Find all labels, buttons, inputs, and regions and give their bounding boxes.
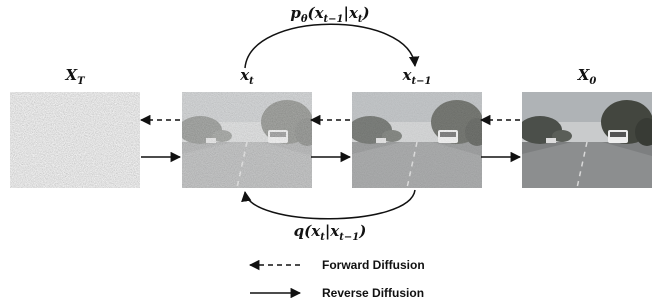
reverse-step-label: pθ(xt−1|xt) bbox=[290, 4, 369, 25]
node-label: xt bbox=[239, 66, 254, 87]
diagram: XT xt xt−1 X0 pθ(xt−1|xt) q(xt|xt−1) For… bbox=[0, 0, 652, 298]
legend-forward: Forward Diffusion bbox=[322, 258, 425, 272]
seg: ) bbox=[358, 222, 366, 240]
image-xT bbox=[10, 92, 140, 188]
label-sub: 0 bbox=[589, 76, 596, 87]
sub: t−1 bbox=[324, 14, 344, 25]
page: XT xt xt−1 X0 pθ(xt−1|xt) q(xt|xt−1) For… bbox=[0, 0, 652, 298]
legend-reverse: Reverse Diffusion bbox=[322, 286, 424, 298]
forward-step-arc bbox=[245, 190, 415, 219]
node-label: X0 bbox=[577, 66, 597, 87]
label-sub: t bbox=[249, 76, 254, 87]
seg: p bbox=[290, 4, 301, 22]
seg: (x bbox=[308, 4, 325, 22]
seg: |x bbox=[325, 222, 340, 240]
image-xt-1 bbox=[348, 92, 489, 188]
label-sub: t−1 bbox=[411, 76, 431, 87]
forward-step-label: q(xt|xt−1) bbox=[294, 222, 367, 243]
node-label: xt−1 bbox=[402, 66, 432, 87]
image-xt bbox=[178, 92, 319, 188]
seg: |x bbox=[344, 4, 359, 22]
reverse-step-arc bbox=[245, 24, 415, 68]
image-x0 bbox=[518, 92, 652, 188]
seg: q(x bbox=[294, 222, 322, 240]
seg: ) bbox=[362, 4, 370, 22]
sub: t−1 bbox=[339, 232, 359, 243]
node-label: XT bbox=[64, 66, 86, 87]
label-sub: T bbox=[77, 76, 86, 87]
